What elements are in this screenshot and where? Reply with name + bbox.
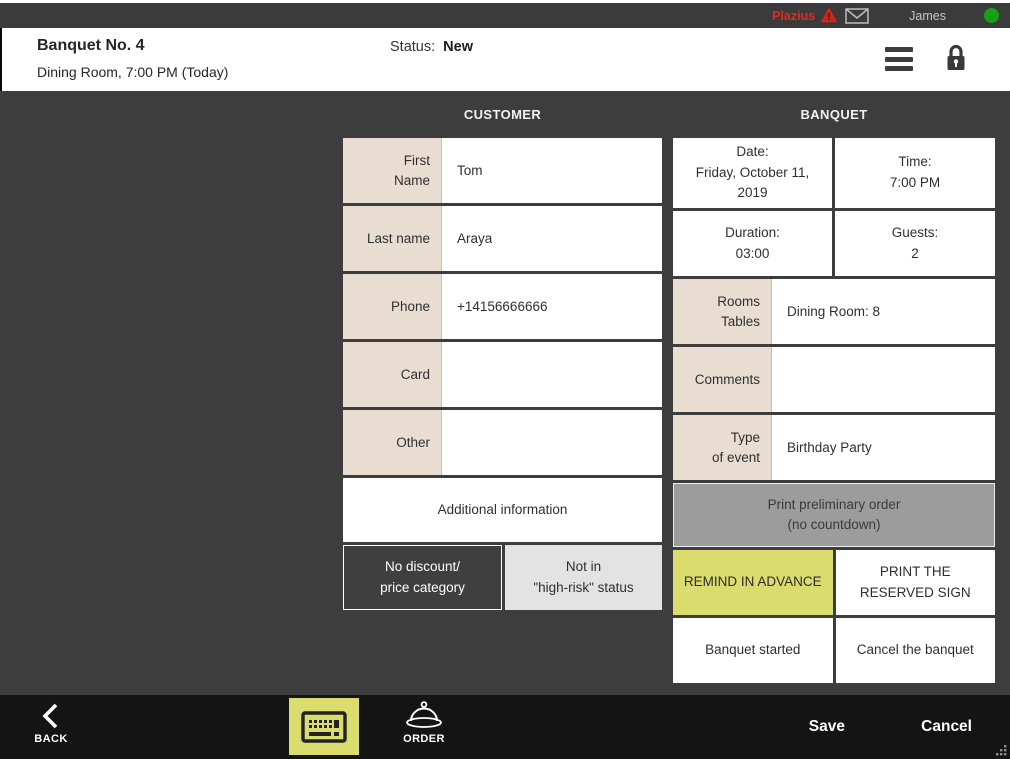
hamburger-menu-button[interactable] bbox=[885, 47, 913, 76]
lock-button[interactable] bbox=[944, 43, 968, 78]
cloche-icon bbox=[406, 701, 442, 728]
last-name-input[interactable]: Araya bbox=[441, 206, 662, 271]
status-label: Status: bbox=[390, 39, 436, 55]
banquet-header: Banquet No. 4 Dining Room, 7:00 PM (Toda… bbox=[0, 28, 1010, 91]
lock-icon bbox=[947, 44, 965, 70]
keyboard-button[interactable] bbox=[289, 698, 359, 755]
rooms-tables-row: Rooms Tables Dining Room: 8 bbox=[673, 279, 995, 344]
envelope-icon[interactable] bbox=[845, 7, 869, 24]
time-button[interactable]: Time: 7:00 PM bbox=[835, 138, 995, 208]
time-value: 7:00 PM bbox=[889, 175, 941, 190]
first-name-label: First Name bbox=[343, 138, 441, 203]
hamburger-bar bbox=[885, 66, 913, 71]
back-button[interactable]: BACK bbox=[26, 702, 76, 745]
banquet-section-title: BANQUET bbox=[800, 107, 868, 122]
other-label: Other bbox=[343, 410, 441, 475]
hamburger-bar bbox=[885, 56, 913, 62]
duration-label: Duration: bbox=[725, 224, 780, 240]
type-of-event-row: Type of event Birthday Party bbox=[673, 415, 995, 480]
guests-label: Guests: bbox=[891, 224, 939, 240]
warning-triangle-icon[interactable] bbox=[821, 8, 838, 23]
first-name-input[interactable]: Tom bbox=[441, 138, 662, 203]
phone-row: Phone +14156666666 bbox=[343, 274, 662, 339]
hamburger-bar bbox=[885, 47, 913, 52]
customer-panel: CUSTOMER First Name Tom Last name Araya … bbox=[343, 91, 662, 613]
status-value: New bbox=[443, 39, 473, 55]
print-reserved-sign-button[interactable]: PRINT THE RESERVED SIGN bbox=[835, 550, 995, 615]
high-risk-status-button[interactable]: Not in "high-risk" status bbox=[505, 545, 662, 610]
guests-value: 2 bbox=[911, 245, 919, 261]
banquet-info-grid: Date: Friday, October 11, 2019 Time: 7:0… bbox=[673, 138, 995, 276]
order-label: ORDER bbox=[403, 733, 445, 745]
duration-button[interactable]: Duration: 03:00 bbox=[673, 211, 832, 276]
other-row: Other bbox=[343, 410, 662, 475]
logged-in-user-label: James bbox=[909, 8, 946, 23]
date-value: Friday, October 11, 2019 bbox=[695, 164, 810, 201]
status-line: Status: New bbox=[390, 39, 473, 55]
customer-status-buttons: No discount/ price category Not in "high… bbox=[343, 545, 662, 610]
additional-information-button[interactable]: Additional information bbox=[343, 478, 662, 542]
keyboard-icon bbox=[301, 710, 347, 743]
order-button[interactable]: ORDER bbox=[394, 700, 454, 745]
bottom-toolbar: BACK bbox=[0, 695, 1010, 759]
plazius-brand-label: Plazius bbox=[772, 8, 816, 23]
save-button[interactable]: Save bbox=[808, 718, 845, 735]
banquet-panel: BANQUET Date: Friday, October 11, 2019 T… bbox=[673, 91, 995, 686]
comments-input[interactable] bbox=[771, 347, 995, 412]
date-button[interactable]: Date: Friday, October 11, 2019 bbox=[673, 138, 832, 208]
back-label: BACK bbox=[34, 733, 68, 745]
phone-input[interactable]: +14156666666 bbox=[441, 274, 662, 339]
comments-label: Comments bbox=[673, 347, 771, 412]
type-of-event-label: Type of event bbox=[673, 415, 771, 480]
card-row: Card bbox=[343, 342, 662, 407]
banquet-action-buttons-row1: REMIND IN ADVANCE PRINT THE RESERVED SIG… bbox=[673, 550, 995, 615]
time-label: Time: bbox=[898, 154, 932, 170]
date-label: Date: bbox=[736, 143, 769, 159]
content-area: CUSTOMER First Name Tom Last name Araya … bbox=[0, 91, 1010, 695]
no-discount-button[interactable]: No discount/ price category bbox=[343, 545, 502, 610]
page-subtitle: Dining Room, 7:00 PM (Today) bbox=[37, 64, 229, 80]
guests-button[interactable]: Guests: 2 bbox=[835, 211, 995, 276]
last-name-label: Last name bbox=[343, 206, 441, 271]
print-preliminary-order-button[interactable]: Print preliminary order (no countdown) bbox=[673, 483, 995, 547]
type-of-event-input[interactable]: Birthday Party bbox=[771, 415, 995, 480]
remind-in-advance-button[interactable]: REMIND IN ADVANCE bbox=[673, 550, 833, 615]
top-status-bar: Plazius James bbox=[0, 3, 1010, 28]
comments-row: Comments bbox=[673, 347, 995, 412]
duration-value: 03:00 bbox=[735, 245, 770, 261]
online-status-dot bbox=[984, 8, 999, 23]
rooms-tables-label: Rooms Tables bbox=[673, 279, 771, 344]
customer-section-title: CUSTOMER bbox=[463, 107, 542, 122]
phone-label: Phone bbox=[343, 274, 441, 339]
page-title: Banquet No. 4 bbox=[37, 37, 145, 54]
cancel-button[interactable]: Cancel bbox=[921, 718, 972, 735]
cancel-banquet-button[interactable]: Cancel the banquet bbox=[835, 618, 995, 683]
first-name-row: First Name Tom bbox=[343, 138, 662, 203]
other-input[interactable] bbox=[441, 410, 662, 475]
chevron-left-icon bbox=[42, 703, 58, 729]
card-input[interactable] bbox=[441, 342, 662, 407]
banquet-started-button[interactable]: Banquet started bbox=[673, 618, 833, 683]
rooms-tables-input[interactable]: Dining Room: 8 bbox=[771, 279, 995, 344]
card-label: Card bbox=[343, 342, 441, 407]
resize-grip[interactable] bbox=[994, 743, 1008, 757]
last-name-row: Last name Araya bbox=[343, 206, 662, 271]
banquet-action-buttons-row2: Banquet started Cancel the banquet bbox=[673, 618, 995, 683]
